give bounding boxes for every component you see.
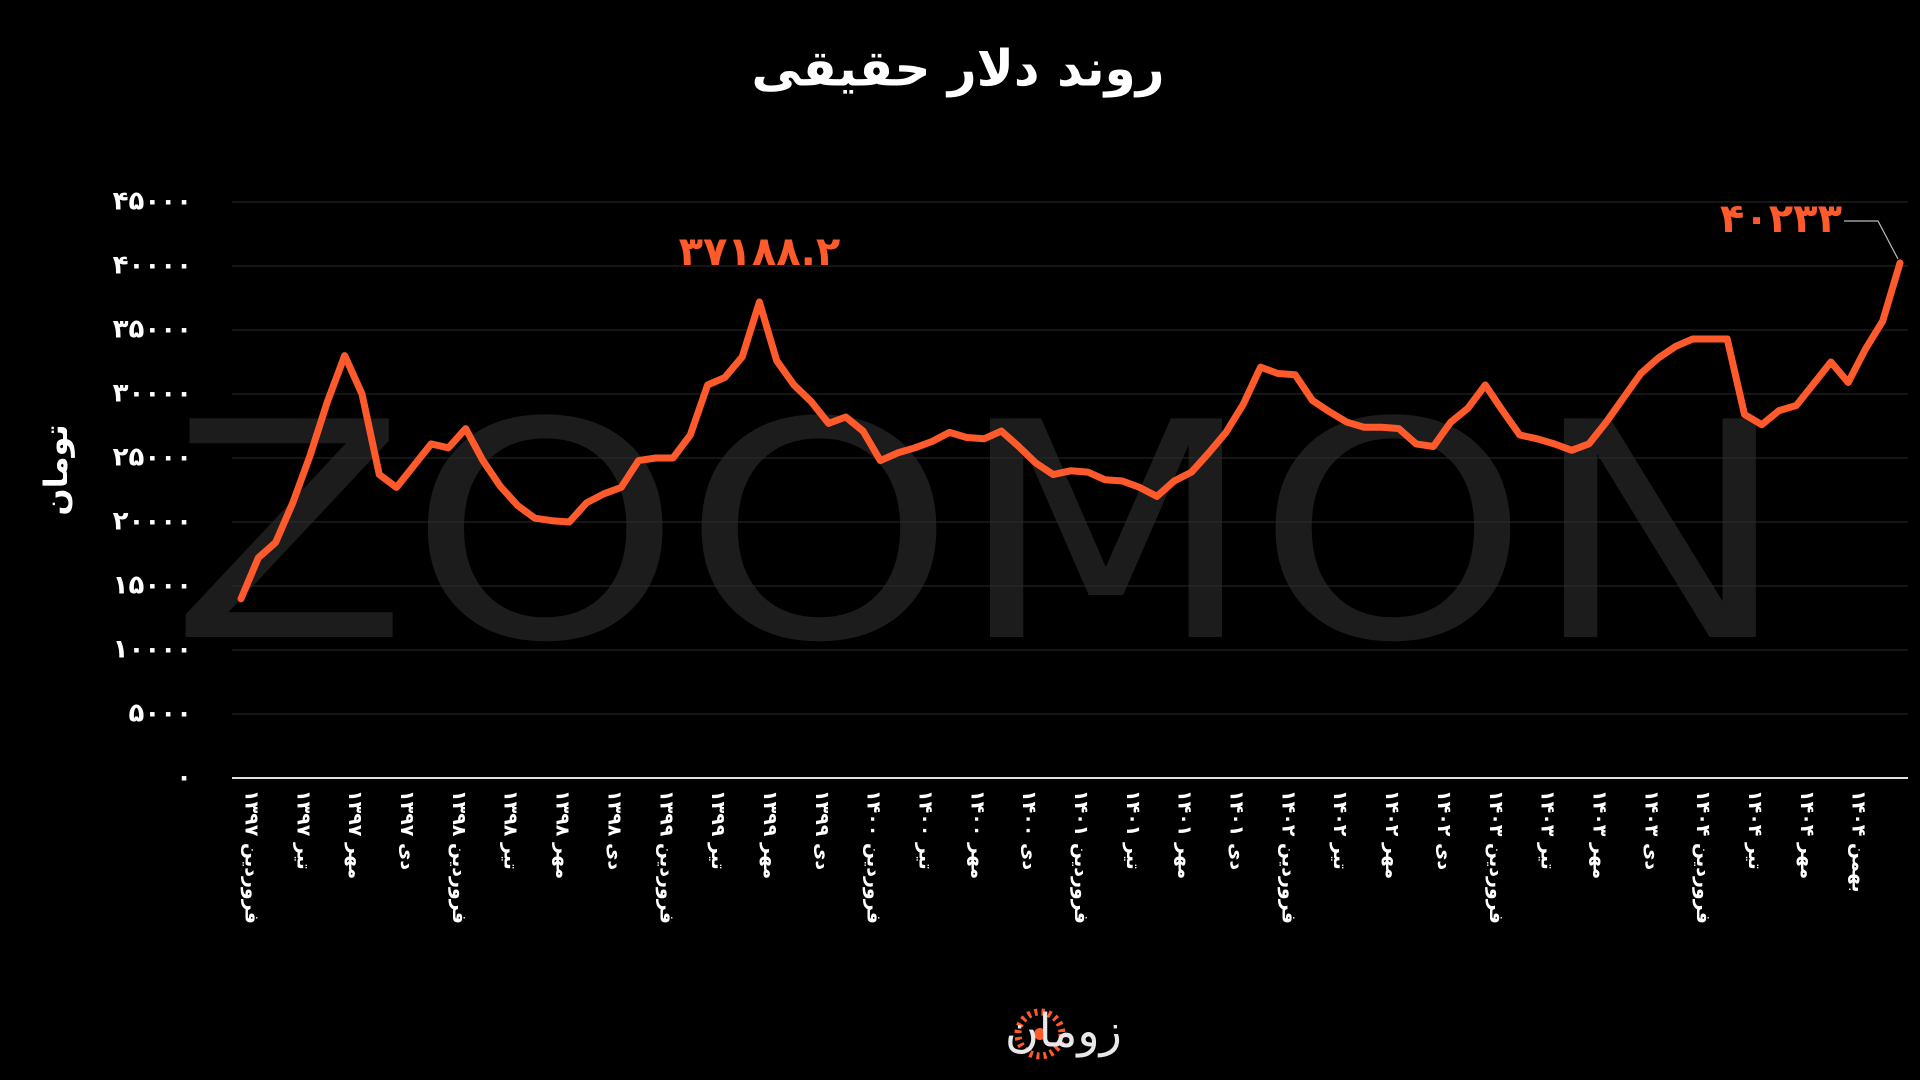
x-tick-label: فروردین ۱۴۰۲	[1277, 790, 1299, 924]
x-tick-label: مهر ۱۳۹۹	[759, 790, 781, 879]
x-tick-label: دی ۱۴۰۲	[1433, 790, 1455, 870]
x-tick-label: فروردین ۱۴۰۱	[1070, 790, 1092, 924]
x-tick-label: دی ۱۳۹۹	[811, 790, 833, 870]
y-tick-label: ۵۰۰۰	[129, 699, 192, 729]
x-tick-label: مهر ۱۴۰۳	[1588, 790, 1610, 879]
chart-title: روند دلار حقیقی	[751, 40, 1164, 99]
x-tick-label: دی ۱۴۰۱	[1226, 790, 1248, 870]
x-tick-label: دی ۱۳۹۸	[603, 790, 625, 870]
x-tick-label: مهر ۱۴۰۰	[966, 790, 988, 879]
x-tick-label: تیر ۱۳۹۹	[707, 790, 729, 870]
x-tick-label: تیر ۱۴۰۰	[914, 790, 936, 870]
y-tick-label: ۱۵۰۰۰	[113, 571, 192, 601]
y-tick-label: ۲۰۰۰۰	[113, 507, 192, 537]
data-label: ۴۰۲۳۳	[1720, 196, 1842, 242]
x-tick-label: تیر ۱۴۰۱	[1122, 790, 1144, 870]
x-tick-label: فروردین ۱۴۰۳	[1485, 790, 1507, 924]
y-axis-title: تومان	[37, 424, 75, 515]
x-tick-label: دی ۱۳۹۷	[396, 790, 418, 870]
label-leader	[1844, 220, 1899, 260]
x-tick-label: فروردین ۱۳۹۹	[655, 790, 677, 924]
x-tick-label: فروردین ۱۴۰۴	[1692, 790, 1714, 924]
y-tick-label: ۳۰۰۰۰	[113, 379, 192, 409]
x-tick-label: فروردین ۱۴۰۰	[863, 790, 885, 924]
y-tick-label: ۳۵۰۰۰	[113, 315, 192, 345]
y-tick-label: ۰	[176, 763, 192, 793]
logo-ring	[1014, 1008, 1066, 1060]
x-tick-label: فروردین ۱۳۹۷	[241, 790, 263, 924]
brand-name: زومان	[1005, 1004, 1122, 1059]
brand-logo	[1014, 1008, 1066, 1060]
x-tick-label: مهر ۱۴۰۲	[1381, 790, 1403, 879]
x-tick-label: تیر ۱۴۰۲	[1329, 790, 1351, 870]
logo-dot	[1034, 1028, 1046, 1040]
x-tick-label: مهر ۱۴۰۱	[1174, 790, 1196, 879]
x-tick-label: مهر ۱۳۹۸	[552, 790, 574, 879]
x-tick-label: دی ۱۴۰۰	[1018, 790, 1040, 870]
watermark: ZOOMON	[170, 359, 1790, 708]
x-tick-label: تیر ۱۳۹۷	[292, 790, 314, 870]
x-tick-label: تیر ۱۴۰۴	[1744, 790, 1766, 870]
x-tick-label: فروردین ۱۳۹۸	[448, 790, 470, 924]
x-tick-label: تیر ۱۳۹۸	[500, 790, 522, 870]
y-tick-label: ۱۰۰۰۰	[113, 635, 192, 665]
x-tick-label: دی ۱۴۰۳	[1640, 790, 1662, 870]
data-line	[237, 259, 1904, 603]
y-tick-label: ۴۵۰۰۰	[113, 187, 192, 217]
x-tick-label: مهر ۱۳۹۷	[344, 790, 366, 879]
x-tick-label: مهر ۱۴۰۴	[1796, 790, 1818, 879]
y-tick-label: ۴۰۰۰۰	[113, 251, 192, 281]
data-label: ۳۷۱۸۸.۲	[679, 229, 841, 275]
x-tick-label: بهمن ۱۴۰۴	[1848, 790, 1870, 893]
x-tick-label: تیر ۱۴۰۳	[1537, 790, 1559, 870]
y-tick-label: ۲۵۰۰۰	[113, 443, 192, 473]
